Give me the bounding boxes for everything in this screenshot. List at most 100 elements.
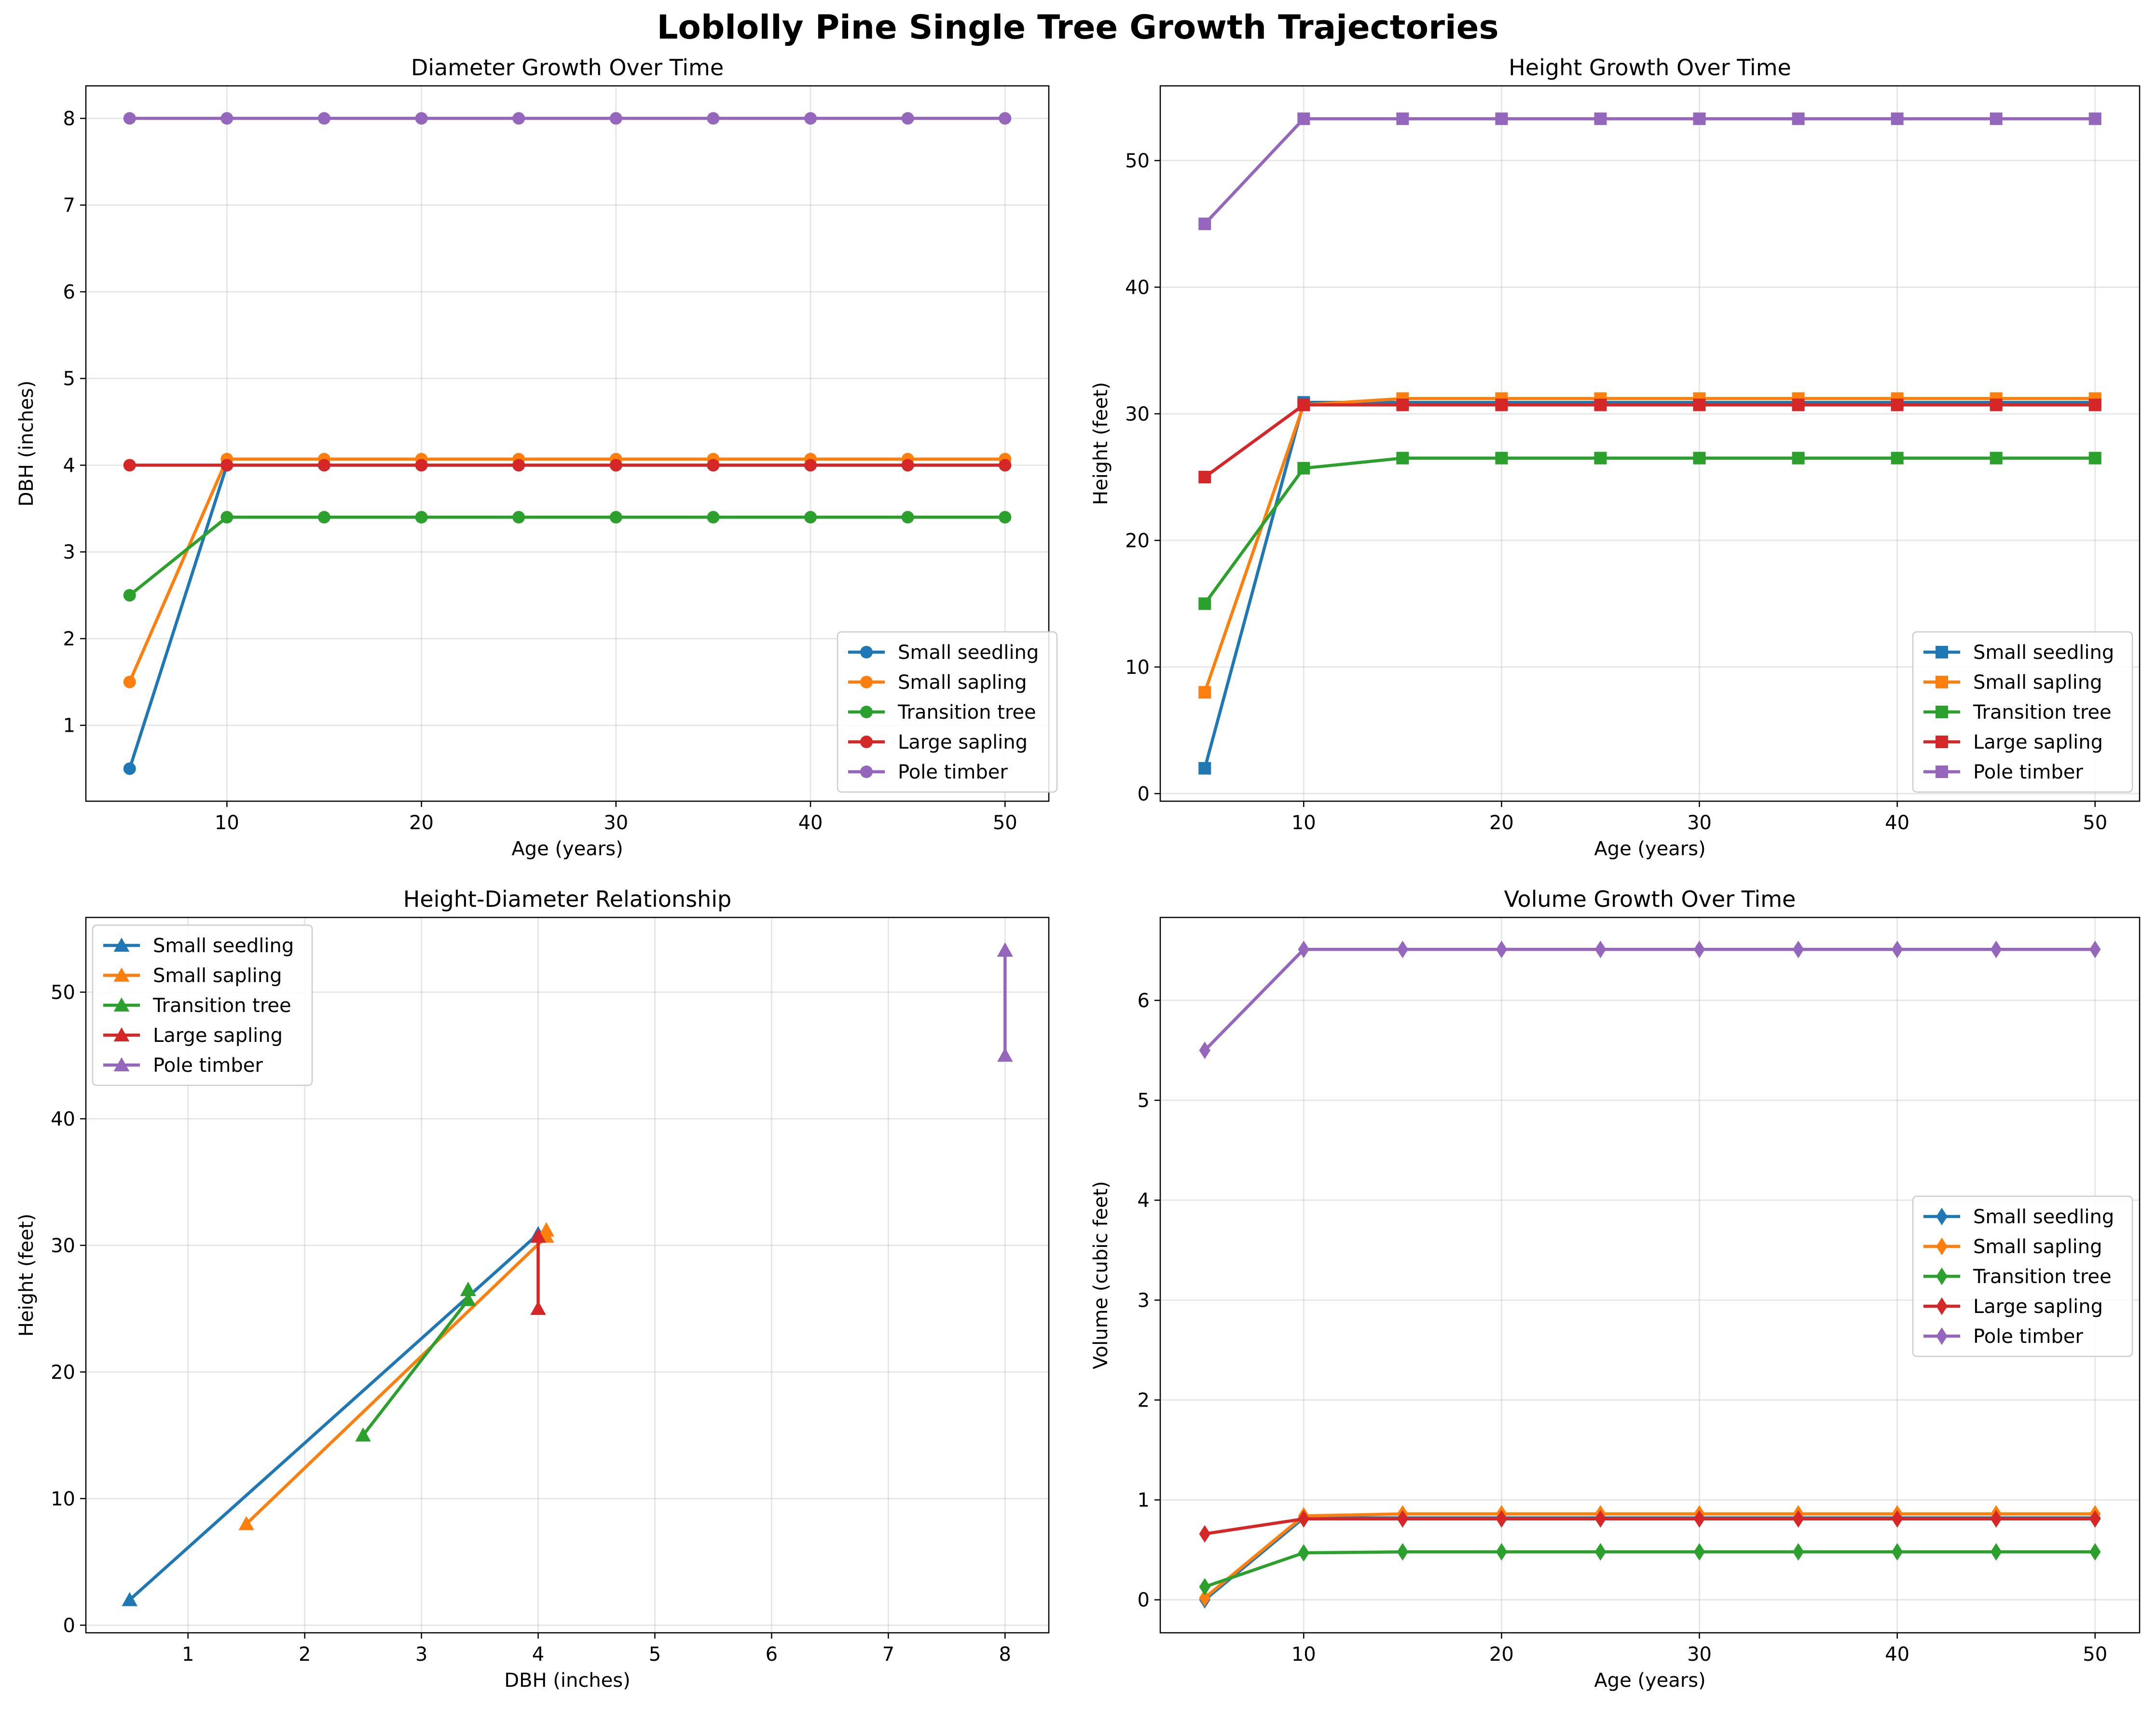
volume-data-point [1496,1543,1508,1561]
hd-y-tick-label: 30 [51,1235,75,1257]
volume-data-point [1693,1543,1705,1561]
figure-title: Loblolly Pine Single Tree Growth Traject… [657,8,1498,47]
height-data-point [1792,398,1805,411]
volume-data-point [1594,1510,1607,1528]
diameter-x-tick-label: 40 [798,812,823,834]
volume-legend-box [1912,1195,2133,1357]
volume-data-point [1891,1510,1903,1528]
height-y-tick-label: 0 [1138,783,1150,805]
height-series-line [1203,397,2095,693]
hd-legend-label: Small seedling [153,935,294,957]
diameter-legend-marker [860,676,873,688]
hd-legend-label: Pole timber [153,1054,263,1077]
diameter-y-tick-label: 1 [63,715,75,737]
volume-data-point [1496,941,1508,958]
volume-legend: Small seedling Small sapling Transition tr… [1912,1195,2133,1357]
diameter-legend-marker [860,766,873,778]
volume-data-point [1594,941,1607,958]
height-series-line [1203,117,2095,225]
hd-data-point [460,1282,476,1296]
height-x-label: Age (years) [1594,838,1705,860]
hd-data-point [997,942,1013,957]
diameter-data-point [123,675,136,688]
volume-y-tick-label: 5 [1138,1090,1150,1112]
height-data-point [1198,762,1211,775]
height-data-point [1495,112,1508,125]
height-data-point [1297,462,1310,475]
height-title: Height Growth Over Time [1509,55,1791,81]
volume-legend-marker [1936,1207,1948,1226]
height-data-point [1891,112,1904,125]
height-data-point [1198,597,1211,610]
volume-data-point [1792,941,1804,958]
diameter-y-tick-label: 2 [63,628,75,650]
height-y-tick-label: 10 [1125,656,1150,679]
volume-y-tick-label: 3 [1138,1289,1150,1312]
diameter-data-point [609,511,622,524]
height-data-point [1396,112,1409,125]
height-y-tick-label: 40 [1125,276,1150,299]
height-legend-label: Small sapling [1973,671,2102,694]
diameter-legend-marker [860,736,873,748]
diameter-x-tick-label: 10 [215,812,239,834]
volume-data-point [1298,941,1310,958]
volume-legend-label: Small seedling [1973,1206,2114,1228]
volume-axes-frame [1159,916,2141,1634]
hd-legend-marker [113,1027,130,1041]
diameter-data-point [123,762,136,775]
height-data-point [1693,451,1706,465]
diameter-data-point [707,511,720,524]
hd-y-tick-label: 50 [51,982,75,1004]
diameter-x-label: Age (years) [511,838,623,860]
hd-data-point [530,1300,546,1315]
diameter-x-tick-label: 30 [604,812,628,834]
volume-x-label: Age (years) [1594,1669,1705,1692]
height-data-point [1792,451,1805,465]
diameter-y-tick-label: 6 [63,281,75,303]
volume-data-point [1990,1510,2002,1528]
volume-x-tick-label: 30 [1687,1643,1712,1666]
diameter-data-point [220,459,233,472]
volume-x-tick-label: 50 [2083,1643,2107,1666]
hd-legend-label: Transition tree [152,995,291,1017]
hd-panel: 1 2 3 4 5 6 7 8 0 10 20 30 40 50 Height-Diameter Relat… [15,886,1050,1692]
diameter-axes-frame [85,85,1050,802]
height-data-point [1594,451,1607,465]
hd-y-label: Height (feet) [15,1214,38,1337]
volume-data-point [2089,941,2101,958]
diameter-data-point [901,511,914,524]
volume-data-point [1693,1510,1705,1528]
diameter-legend: Small seedling Small sapling Transition tr… [837,631,1058,793]
volume-legend-marker [1936,1297,1948,1315]
diameter-data-point [901,112,914,125]
hd-data-point [355,1427,371,1442]
volume-data-point [2089,1510,2101,1528]
hd-x-tick-label: 5 [649,1643,661,1666]
hd-data-point [238,1516,254,1531]
volume-series-line [1204,1550,2095,1588]
hd-data-point [997,1047,1013,1062]
diameter-data-point [512,112,525,125]
volume-legend-label: Pole timber [1973,1326,2083,1348]
volume-data-point [1199,1041,1210,1059]
diameter-data-point [123,589,136,602]
volume-data-point [1298,1544,1310,1562]
diameter-series-line [128,457,1005,683]
volume-x-tick-label: 20 [1489,1643,1514,1666]
height-legend-marker [1936,706,1948,718]
diameter-data-point [999,112,1012,125]
height-data-point [1396,451,1409,465]
height-data-point [1198,218,1211,231]
diameter-y-label: DBH (inches) [15,381,38,507]
hd-x-tick-label: 4 [532,1643,544,1666]
volume-data-point [1891,1543,1903,1561]
height-data-point [1693,112,1706,125]
height-data-point [1297,112,1310,125]
hd-y-tick-label: 0 [63,1614,75,1637]
volume-y-tick-label: 4 [1138,1189,1150,1212]
height-data-point [1891,451,1904,465]
height-series-line [1204,403,2095,479]
height-data-point [1594,398,1607,411]
hd-x-tick-label: 7 [882,1643,894,1666]
height-y-tick-label: 30 [1125,403,1150,425]
